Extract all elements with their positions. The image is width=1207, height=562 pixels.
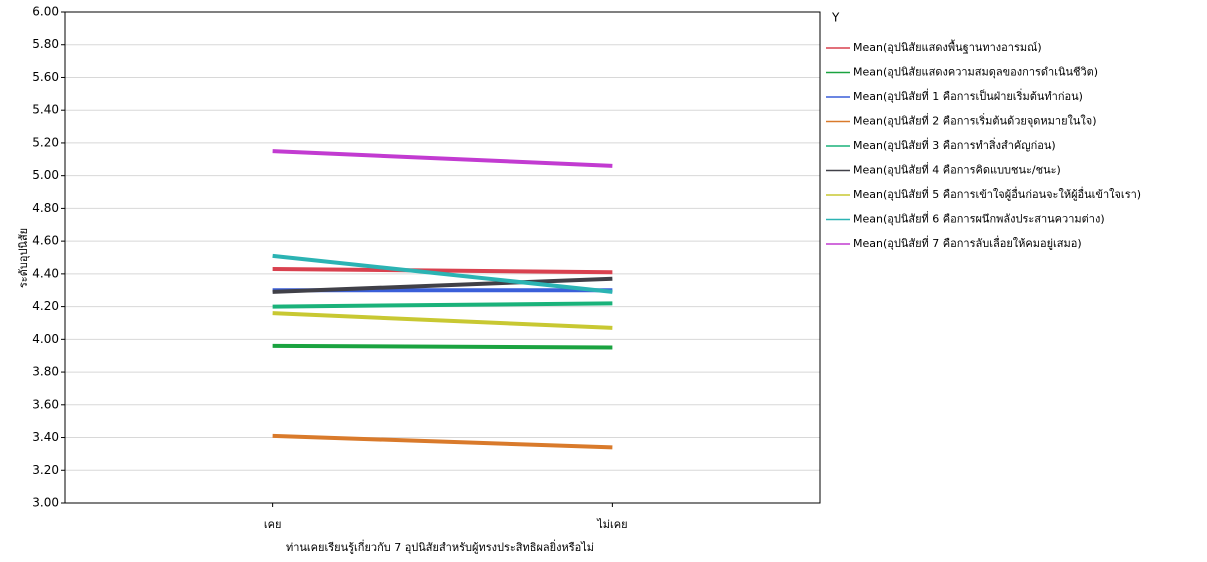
y-tick-label: 5.80	[32, 37, 59, 51]
y-tick-label: 3.00	[32, 496, 59, 510]
series-line	[272, 301, 613, 309]
series-line	[272, 253, 613, 294]
legend-label: Mean(อุปนิสัยที่ 5 คือการเข้าใจผู้อื่นก่…	[853, 186, 1141, 201]
y-tick-label: 3.20	[32, 463, 59, 477]
series-line	[272, 311, 613, 330]
x-tick-label: ไม่เคย	[596, 518, 627, 531]
series-line	[272, 149, 613, 168]
legend-label: Mean(อุปนิสัยที่ 7 คือการลับเลื่อยให้คมอ…	[853, 235, 1082, 250]
y-tick-label: 4.20	[32, 299, 59, 313]
legend-label: Mean(อุปนิสัยที่ 4 คือการคิดแบบชนะ/ชนะ)	[853, 162, 1061, 177]
y-tick-label: 6.00	[32, 5, 59, 19]
series-line	[272, 343, 613, 350]
series-line	[272, 276, 613, 294]
x-axis-label: ท่านเคยเรียนรู้เกี่ยวกับ 7 อุปนิสัยสำหรั…	[286, 539, 594, 554]
legend-label: Mean(อุปนิสัยที่ 2 คือการเริ่มต้นด้วยจุด…	[853, 113, 1097, 128]
series-line	[272, 433, 613, 450]
y-tick-label: 4.60	[32, 234, 59, 248]
y-axis-label: ระดับอุปนิสัย	[17, 228, 30, 288]
y-tick-label: 4.80	[32, 201, 59, 215]
y-tick-label: 5.20	[32, 135, 59, 149]
series-line	[272, 266, 613, 275]
legend-label: Mean(อุปนิสัยที่ 6 คือการผนึกพลังประสานค…	[853, 211, 1105, 226]
y-tick-label: 3.80	[32, 365, 59, 379]
y-tick-label: 3.60	[32, 397, 59, 411]
legend-label: Mean(อุปนิสัยที่ 3 คือการทำสิ่งสำคัญก่อน…	[853, 137, 1056, 152]
y-tick-label: 5.00	[32, 168, 59, 182]
legend-title: Y	[831, 11, 840, 25]
x-tick-label: เคย	[264, 518, 282, 531]
y-tick-label: 5.40	[32, 103, 59, 117]
plot-frame	[64, 11, 821, 504]
legend-label: Mean(อุปนิสัยแสดงความสมดุลของการดำเนินชี…	[853, 66, 1098, 79]
y-tick-label: 3.40	[32, 430, 59, 444]
y-tick-label: 4.00	[32, 332, 59, 346]
legend-label: Mean(อุปนิสัยแสดงพื้นฐานทางอารมณ์)	[853, 39, 1042, 54]
legend-label: Mean(อุปนิสัยที่ 1 คือการเป็นฝ่ายเริ่มต้…	[853, 88, 1083, 103]
y-tick-label: 4.40	[32, 266, 59, 280]
y-tick-label: 5.60	[32, 70, 59, 84]
